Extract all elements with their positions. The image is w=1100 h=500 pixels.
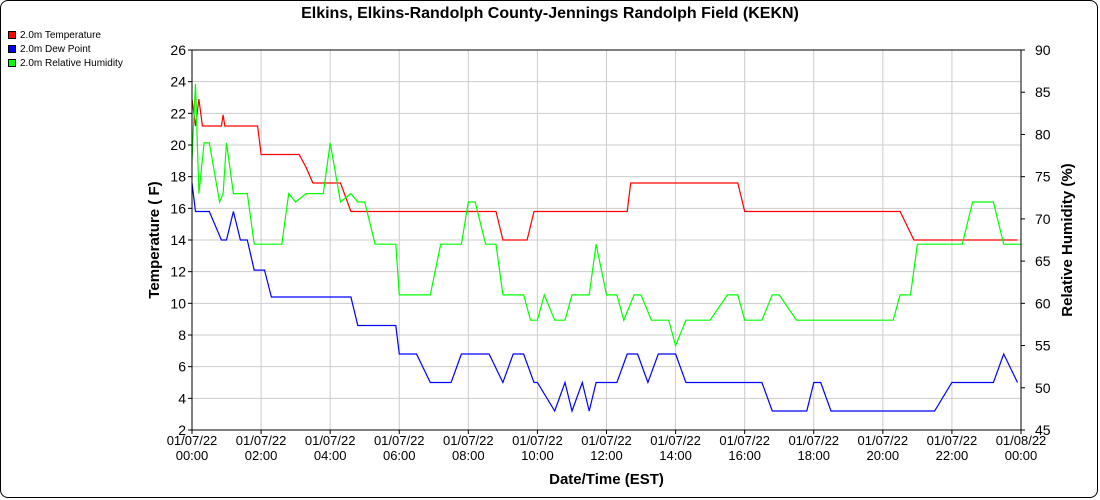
y2-tick-label: 85 [1035, 84, 1051, 100]
y-tick-label: 12 [170, 264, 186, 280]
y2-tick-label: 90 [1035, 42, 1051, 58]
legend-swatch-dew-point [8, 45, 16, 53]
legend-item-relative-humidity: 2.0m Relative Humidity [8, 56, 123, 70]
x-tick-label: 01/07/22 08:00 [443, 433, 494, 463]
legend-item-temperature: 2.0m Temperature [8, 28, 123, 42]
y-tick-label: 4 [178, 390, 186, 406]
x-tick-label: 01/07/22 12:00 [581, 433, 632, 463]
x-tick-label: 01/07/22 06:00 [374, 433, 425, 463]
y-tick-label: 6 [178, 359, 186, 375]
y-tick-label: 8 [178, 327, 186, 343]
y2-axis-label: Relative Humidity (%) [1059, 163, 1076, 316]
y-tick-label: 18 [170, 169, 186, 185]
y2-tick-label: 60 [1035, 295, 1051, 311]
x-tick-label: 01/07/22 04:00 [305, 433, 356, 463]
x-tick-label: 01/07/22 20:00 [858, 433, 909, 463]
y2-tick-label: 55 [1035, 338, 1051, 354]
y-tick-label: 10 [170, 295, 186, 311]
x-tick-label: 01/07/22 00:00 [167, 433, 218, 463]
y-tick-label: 26 [170, 42, 186, 58]
chart-title: Elkins, Elkins-Randolph County-Jennings … [301, 5, 799, 22]
y2-tick-label: 70 [1035, 211, 1051, 227]
x-tick-label: 01/07/22 02:00 [236, 433, 287, 463]
y2-tick-label: 80 [1035, 126, 1051, 142]
x-axis-label: Date/Time (EST) [549, 471, 664, 488]
x-tick-label: 01/07/22 14:00 [650, 433, 701, 463]
y2-tick-label: 65 [1035, 253, 1051, 269]
axes-labels: 2468101214161820222426455055606570758085… [146, 42, 1076, 488]
y-tick-label: 22 [170, 105, 186, 121]
chart-grid [191, 49, 1022, 431]
y-tick-label: 16 [170, 200, 186, 216]
y-tick-label: 20 [170, 137, 186, 153]
series-line-2-0m-relative-humidity [191, 83, 1021, 348]
legend-item-dew-point: 2.0m Dew Point [8, 42, 123, 56]
y2-tick-label: 45 [1035, 422, 1051, 438]
series-line-2-0m-temperature [191, 99, 1018, 241]
x-tick-label: 01/07/22 16:00 [719, 433, 770, 463]
legend-swatch-temperature [8, 31, 16, 39]
y-tick-label: 14 [170, 232, 186, 248]
y2-tick-label: 75 [1035, 169, 1051, 185]
x-tick-label: 01/07/22 18:00 [788, 433, 839, 463]
x-tick-label: 01/08/22 00:00 [996, 433, 1047, 463]
legend-label-relative-humidity: 2.0m Relative Humidity [20, 57, 123, 69]
legend-swatch-relative-humidity [8, 59, 16, 67]
legend-label-dew-point: 2.0m Dew Point [20, 43, 91, 55]
y-tick-label: 24 [170, 74, 186, 90]
y-tick-label: 2 [178, 422, 186, 438]
y2-tick-label: 50 [1035, 380, 1051, 396]
chart-series [191, 83, 1021, 414]
y-axis-label: Temperature ( F) [146, 181, 163, 298]
series-line-2-0m-dew-point [191, 182, 1019, 414]
chart-legend: 2.0m Temperature 2.0m Dew Point 2.0m Rel… [8, 28, 123, 70]
x-tick-label: 01/07/22 22:00 [927, 433, 978, 463]
legend-label-temperature: 2.0m Temperature [20, 29, 101, 41]
x-tick-label: 01/07/22 10:00 [512, 433, 563, 463]
